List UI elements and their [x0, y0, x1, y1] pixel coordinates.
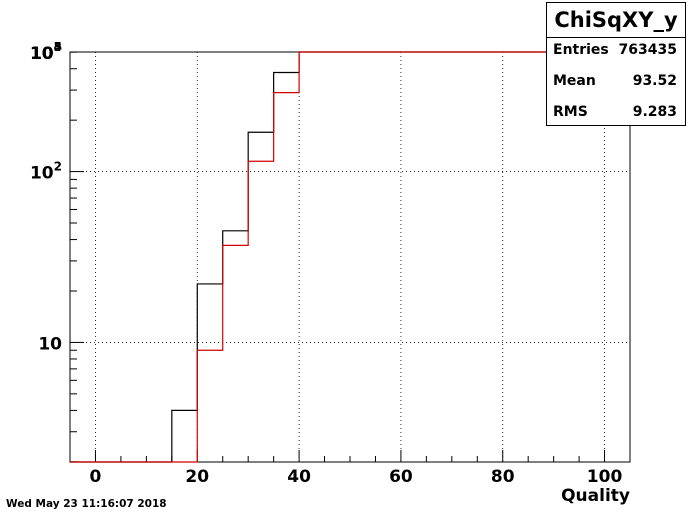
y-tick-label: 10 — [38, 334, 62, 354]
stats-row-entries: Entries 763435 — [553, 42, 677, 62]
x-tick-label: 0 — [90, 467, 102, 487]
y-tick-label: 105 — [30, 40, 62, 64]
x-tick-label: 80 — [491, 467, 515, 487]
stats-row-mean: Mean 93.52 — [553, 73, 677, 93]
rms-label: RMS — [553, 104, 588, 120]
axis-ticks — [70, 51, 606, 463]
x-tick-label: 20 — [185, 467, 209, 487]
rms-value: 9.283 — [632, 104, 677, 120]
stats-box: ChiSqXY_y Entries 763435 Mean 93.52 RMS … — [546, 2, 686, 126]
histogram-series — [70, 51, 630, 463]
entries-value: 763435 — [618, 42, 677, 58]
entries-label: Entries — [553, 42, 609, 58]
histogram-line — [70, 51, 630, 463]
timestamp: Wed May 23 11:16:07 2018 — [6, 498, 167, 510]
y-tick-label: 104 — [30, 40, 62, 64]
mean-value: 93.52 — [632, 73, 677, 89]
x-tick-label: 60 — [389, 467, 413, 487]
y-tick-label: 102 — [30, 160, 62, 184]
x-tick-label: 40 — [287, 467, 311, 487]
x-tick-label: 100 — [587, 467, 623, 487]
stats-row-rms: RMS 9.283 — [553, 104, 677, 124]
mean-label: Mean — [553, 73, 596, 89]
y-tick-label: 103 — [30, 40, 62, 64]
stats-title: ChiSqXY_y — [547, 3, 685, 38]
x-tick-labels: 0 20 40 60 80 100 — [90, 467, 623, 487]
x-axis-label: Quality — [561, 486, 630, 506]
